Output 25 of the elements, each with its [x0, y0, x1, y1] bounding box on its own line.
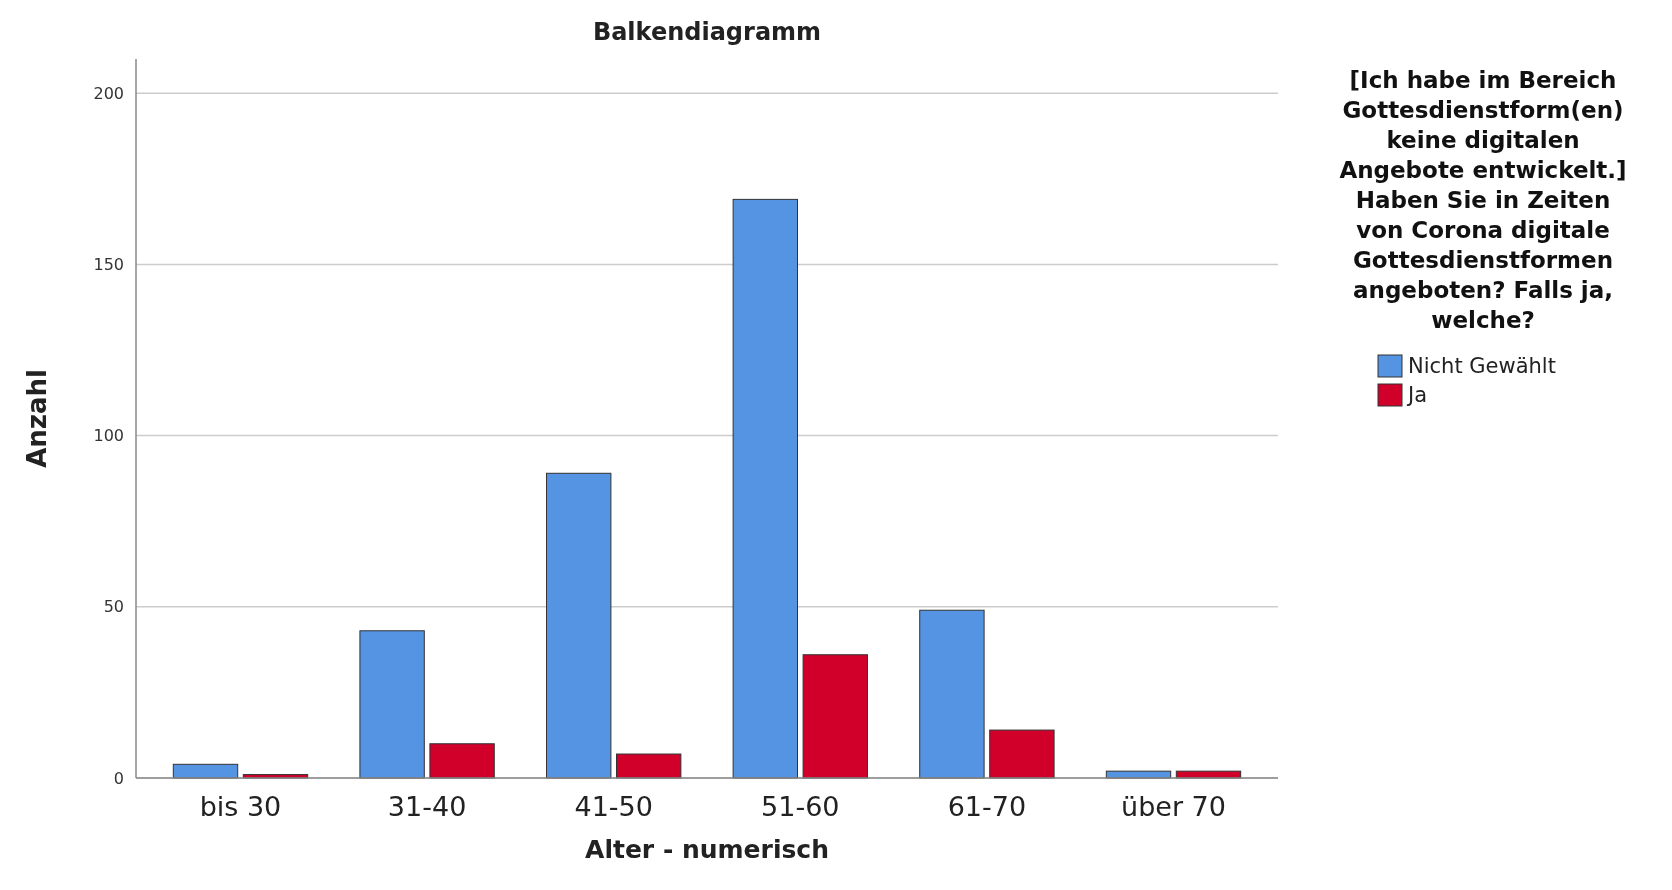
bar [616, 753, 682, 779]
chart-title: Balkendiagramm [592, 18, 822, 46]
bar [802, 654, 868, 779]
y-tick-label: 0 [113, 768, 124, 788]
x-tick-label: über 70 [1121, 791, 1226, 822]
legend-label: Ja [1406, 383, 1428, 408]
legend-label: Nicht Gewählt [1408, 354, 1556, 379]
y-axis-title: Anzahl [22, 369, 52, 468]
x-tick-label: 41-50 [574, 791, 653, 822]
bar [429, 743, 495, 779]
x-tick-label: bis 30 [199, 791, 282, 822]
bar [919, 609, 985, 779]
x-tick-label: 51-60 [761, 791, 840, 822]
bar [732, 198, 798, 779]
y-tick-label: 100 [93, 426, 124, 446]
x-tick-label: 31-40 [387, 791, 467, 822]
bar [359, 630, 425, 779]
y-tick-label: 150 [93, 255, 124, 275]
bar [989, 729, 1055, 779]
x-tick-label: 61-70 [947, 791, 1027, 822]
y-tick-label: 200 [93, 83, 124, 103]
text: [Ich habe im Bereich Gottesdienstform(en) keine digitalen Angebote entwickelt.] Haben Sie in Zeiten von Corona digitale Gottesdienstformen angeboten? Falls ja, welche? [1339, 67, 1627, 333]
x-axis-title: Alter - numerisch [585, 835, 829, 864]
y-tick-label: 50 [103, 597, 124, 617]
bar [546, 472, 612, 779]
